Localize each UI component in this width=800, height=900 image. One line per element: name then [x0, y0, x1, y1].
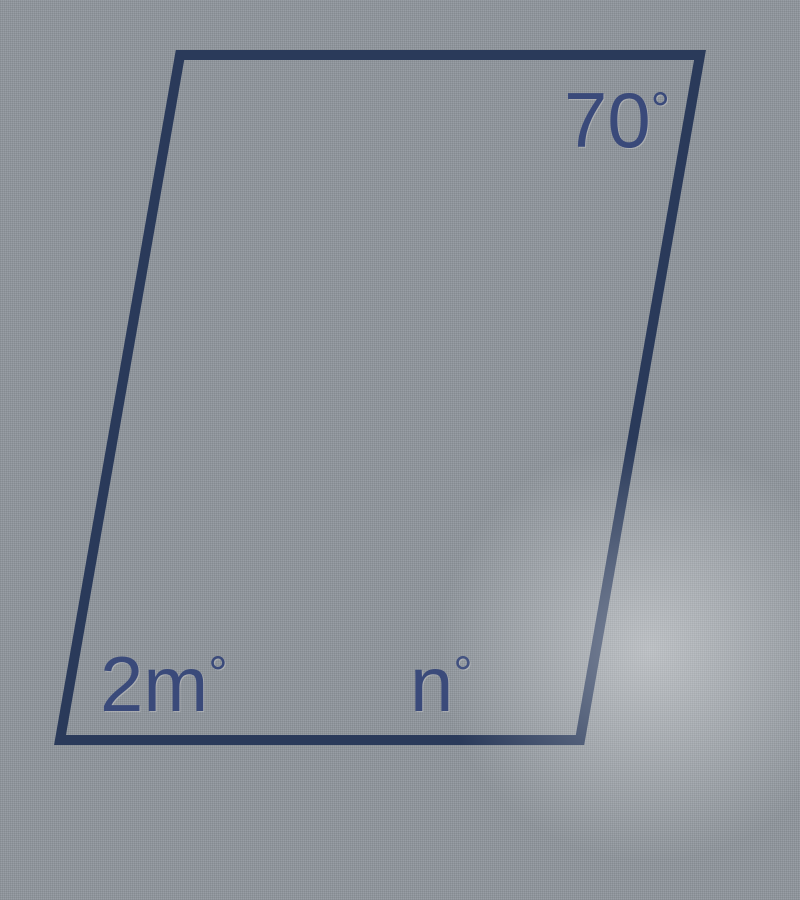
angle-value-70: 70 — [564, 76, 651, 164]
parallelogram-diagram: 70° 2m° n° — [0, 0, 800, 800]
angle-value-2m: 2m — [100, 640, 208, 728]
angle-label-bottom-right: n° — [410, 639, 473, 730]
angle-value-n: n — [410, 640, 453, 728]
degree-symbol-70: ° — [651, 84, 670, 137]
degree-symbol-2m: ° — [208, 648, 227, 701]
angle-label-bottom-left: 2m° — [100, 639, 228, 730]
angle-label-top-right: 70° — [564, 75, 670, 166]
degree-symbol-n: ° — [453, 648, 472, 701]
